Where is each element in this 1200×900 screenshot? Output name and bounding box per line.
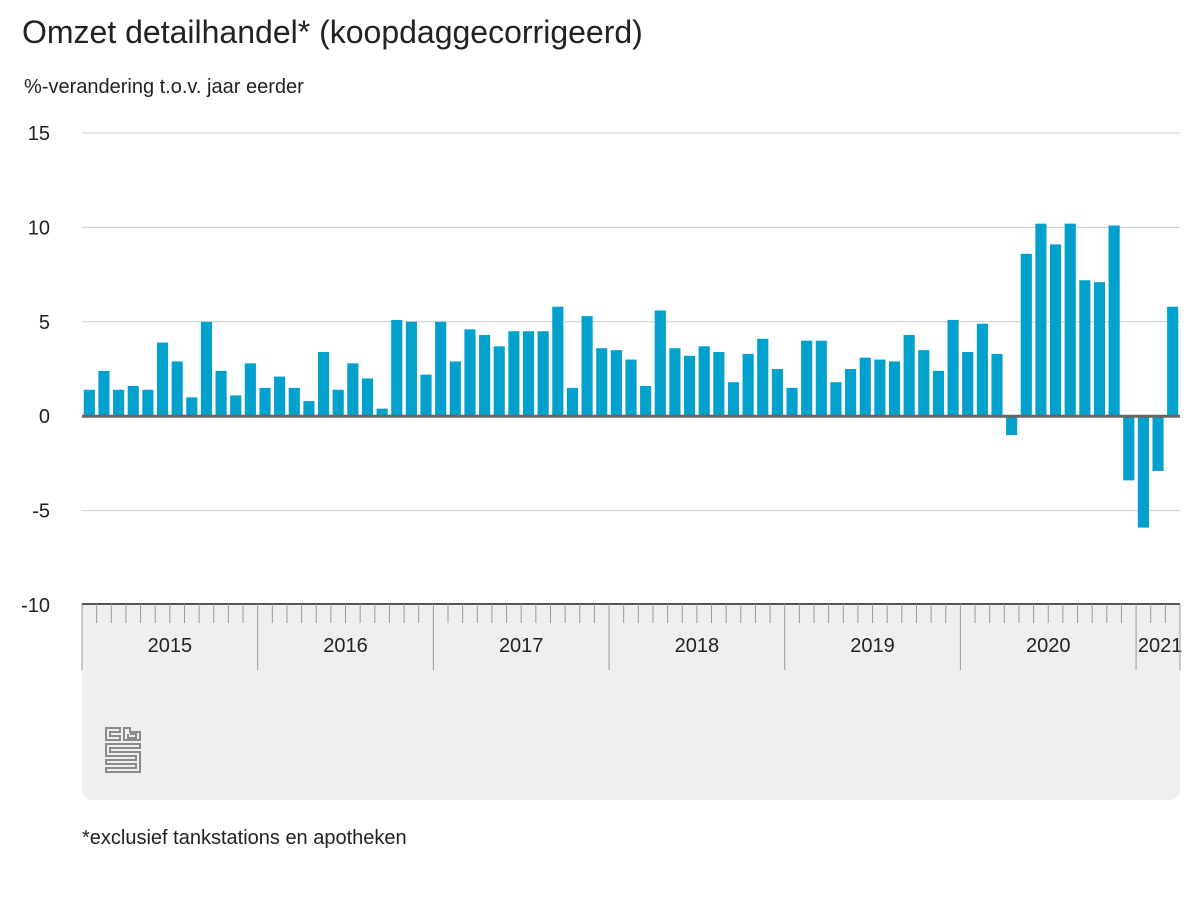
year-label: 2016 xyxy=(323,635,368,657)
year-label: 2019 xyxy=(850,635,895,657)
bar xyxy=(786,387,798,417)
bar xyxy=(274,376,286,417)
y-tick-label: 5 xyxy=(39,312,50,334)
bar xyxy=(464,329,476,417)
bar xyxy=(918,350,930,417)
y-tick-label: 15 xyxy=(28,123,50,145)
bar xyxy=(405,321,417,417)
x-axis: 2015 2016 2017 2018 2019 2020 2021 xyxy=(81,603,1183,670)
bar xyxy=(596,348,608,417)
bar xyxy=(493,346,505,417)
bar xyxy=(669,348,681,417)
bar xyxy=(537,331,549,417)
bar xyxy=(1108,225,1120,417)
bar xyxy=(127,385,139,417)
bar xyxy=(698,346,710,417)
bar xyxy=(215,370,227,417)
y-tick-label: -5 xyxy=(32,501,50,523)
bar xyxy=(1152,416,1164,471)
bar xyxy=(684,355,696,417)
bar xyxy=(347,363,359,417)
y-tick-label: 0 xyxy=(39,406,50,428)
bar xyxy=(230,395,242,417)
y-axis-ticks: 15 10 5 0 -5 -10 xyxy=(21,123,50,617)
chart-subtitle: %-verandering t.o.v. jaar eerder xyxy=(24,76,304,98)
bar xyxy=(420,374,432,417)
bar xyxy=(1137,416,1149,528)
bar xyxy=(303,401,315,417)
bar xyxy=(479,335,491,417)
year-label: 2015 xyxy=(148,635,193,657)
bar xyxy=(874,359,886,417)
bar xyxy=(742,353,754,417)
bar xyxy=(815,340,827,417)
y-tick-label: -10 xyxy=(21,595,50,617)
cbs-logo-icon xyxy=(105,727,141,773)
bar xyxy=(142,389,154,417)
bar xyxy=(1006,416,1018,436)
bar xyxy=(332,389,344,417)
bar xyxy=(903,335,915,417)
bar xyxy=(244,363,256,417)
bar-chart: 15 10 5 0 -5 -10 2015 2016 2017 2018 2019 2020 2021 xyxy=(21,123,1183,800)
bar xyxy=(625,359,637,417)
bar xyxy=(888,361,901,417)
bar xyxy=(962,352,974,417)
bar xyxy=(610,350,622,417)
bar xyxy=(566,387,579,417)
bar xyxy=(757,338,769,417)
year-label: 2017 xyxy=(499,635,544,657)
bar xyxy=(98,370,110,417)
bar xyxy=(1064,223,1076,417)
bar xyxy=(186,397,198,417)
bar xyxy=(259,387,271,417)
bar xyxy=(1035,223,1047,417)
bar xyxy=(508,331,520,417)
axis-background-panel-top xyxy=(82,603,1180,623)
bar xyxy=(113,389,125,417)
bar xyxy=(976,323,988,417)
bar xyxy=(83,389,95,417)
chart-footnote: *exclusief tankstations en apotheken xyxy=(82,827,407,849)
bar xyxy=(771,369,783,417)
bar xyxy=(288,387,300,417)
bar xyxy=(1079,280,1091,417)
year-label: 2020 xyxy=(1026,635,1071,657)
gridlines xyxy=(82,132,1180,512)
bar xyxy=(1123,416,1135,481)
bar xyxy=(376,408,388,417)
bar xyxy=(845,369,857,417)
bar xyxy=(391,319,403,417)
bar xyxy=(859,357,871,417)
bar xyxy=(156,342,169,417)
chart-title: Omzet detailhandel* (koopdaggecorrigeerd… xyxy=(22,14,643,50)
bar xyxy=(640,385,652,417)
bar xyxy=(361,378,374,417)
bar xyxy=(932,370,945,417)
year-label: 2018 xyxy=(675,635,720,657)
bar xyxy=(1050,244,1062,417)
bar xyxy=(522,331,535,417)
bar xyxy=(713,352,725,417)
bars xyxy=(83,223,1179,528)
bar xyxy=(947,319,959,417)
bar xyxy=(991,353,1003,417)
bar xyxy=(654,310,666,417)
bar xyxy=(727,382,740,417)
y-tick-label: 10 xyxy=(28,217,50,239)
bar xyxy=(1093,282,1106,417)
bar xyxy=(1020,253,1032,417)
bar xyxy=(801,340,813,417)
bar xyxy=(581,316,593,417)
bar xyxy=(200,321,213,417)
bar xyxy=(318,352,330,417)
year-label: 2021 xyxy=(1138,635,1183,657)
bar xyxy=(830,382,842,417)
bar xyxy=(552,306,564,417)
bar xyxy=(435,321,447,417)
bar xyxy=(1167,306,1179,417)
bar xyxy=(449,361,461,417)
bar xyxy=(171,361,183,417)
axis-background-panel xyxy=(82,603,1180,800)
